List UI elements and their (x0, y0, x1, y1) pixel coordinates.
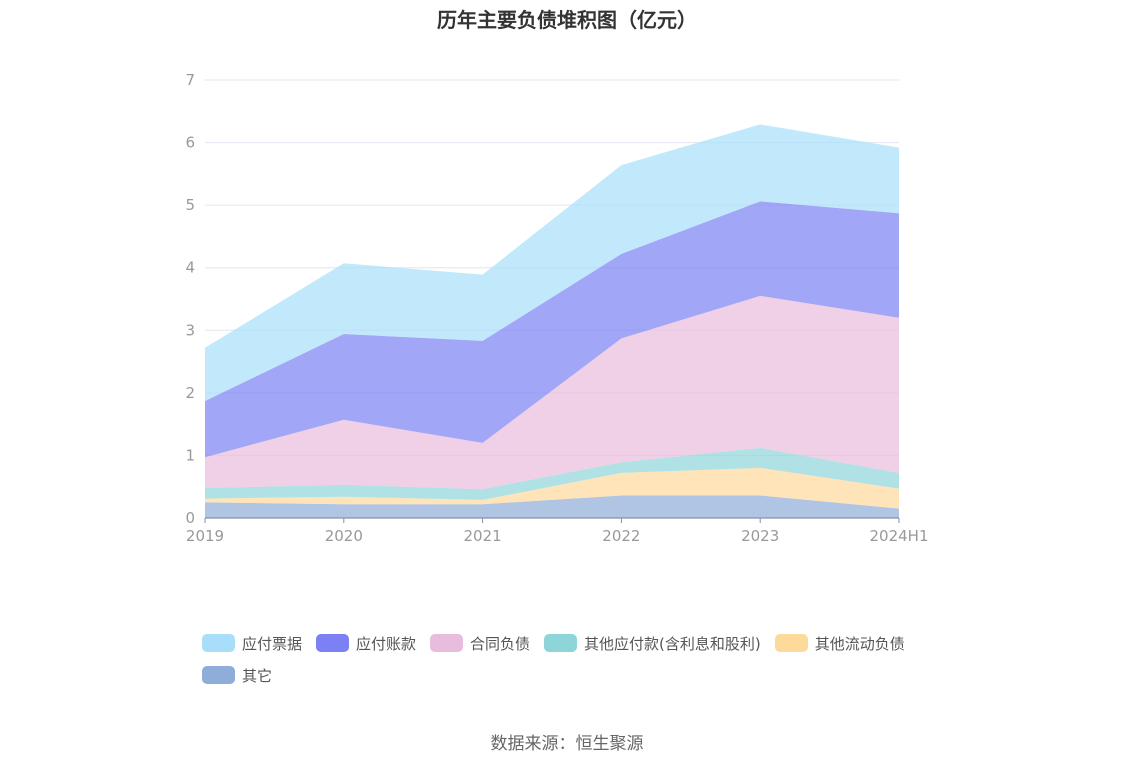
x-tick-label: 2024H1 (870, 527, 929, 545)
stacked-area-chart: 0 1 2 3 4 5 6 7 2019 2020 2021 2022 2023 2024H1 (185, 71, 928, 545)
legend-label: 其它 (242, 666, 273, 685)
legend-swatch (544, 634, 578, 652)
legend-label: 应付票据 (242, 634, 303, 653)
legend-label: 合同负债 (470, 634, 531, 653)
area-其它 (205, 495, 899, 518)
area-应付账款 (205, 201, 899, 458)
legend-label: 应付账款 (356, 634, 417, 653)
area-应付票据 (205, 124, 899, 402)
y-tick-label: 2 (185, 384, 195, 402)
y-tick-label: 5 (185, 196, 195, 214)
y-tick-label: 7 (185, 71, 195, 89)
legend-swatch (774, 634, 808, 652)
x-tick-label: 2023 (741, 527, 779, 545)
x-tick-label: 2021 (464, 527, 502, 545)
series-areas (205, 124, 899, 518)
area-合同负债 (205, 295, 899, 490)
legend-swatch (202, 666, 235, 684)
area-其他应付款(含利息和股利) (205, 447, 899, 500)
x-tick-label: 2020 (325, 527, 363, 545)
data-source: 数据来源：恒生聚源 (490, 734, 644, 754)
y-tick-label: 1 (185, 446, 195, 464)
legend-item[interactable]: 应付票据 (202, 632, 302, 654)
legend-item[interactable]: 其他流动负债 (774, 632, 905, 654)
legend-item[interactable]: 其它 (202, 664, 272, 686)
area-其他流动负债 (205, 467, 899, 509)
legend-swatch (316, 634, 350, 652)
y-tick-label: 4 (185, 259, 195, 277)
legend-item[interactable]: 其他应付款(含利息和股利) (544, 632, 761, 654)
legend-item[interactable]: 应付账款 (316, 632, 416, 654)
legend-item[interactable]: 合同负债 (430, 632, 530, 654)
legend-swatch (430, 634, 464, 652)
legend-label: 其他流动负债 (814, 634, 905, 653)
y-tick-label: 0 (185, 509, 195, 527)
y-tick-label: 3 (185, 321, 195, 339)
chart-title: 历年主要负债堆积图（亿元） (437, 8, 697, 32)
legend-label: 其他应付款(含利息和股利) (584, 634, 761, 653)
legend-swatch (202, 634, 235, 652)
legend: 应付票据 应付账款 合同负债 其他应付款(含利息和股利) 其他流动负债其它 (202, 632, 962, 696)
x-tick-label: 2022 (602, 527, 640, 545)
axes: 0 1 2 3 4 5 6 7 2019 2020 2021 2022 2023 2024H1 (185, 71, 928, 545)
x-tick-label: 2019 (186, 527, 224, 545)
y-tick-label: 6 (185, 134, 195, 152)
